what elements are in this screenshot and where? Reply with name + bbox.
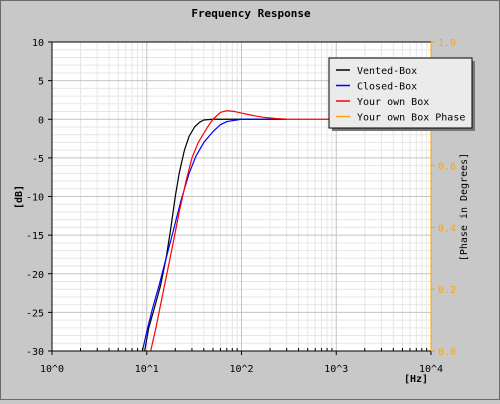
y2-tick-label: 0.6 [438, 162, 456, 173]
x-axis-ticks: 10^0 10^1 10^2 10^3 10^4 [40, 348, 443, 375]
y2-tick-label: 0.0 [438, 347, 456, 358]
y-axis-ticks: 10 5 0 -5 -10 -15 -20 -25 -30 [26, 38, 52, 358]
y2-tick-label: 1.0 [438, 38, 456, 49]
chart-title: Frequency Response [191, 7, 311, 20]
legend-label: Vented-Box [357, 66, 417, 77]
y-tick-label: -10 [26, 193, 44, 204]
legend-label: Your own Box Phase [357, 113, 465, 124]
y-tick-label: -5 [32, 154, 44, 165]
series-line-vented-box [144, 118, 287, 352]
y2-tick-label: 0.2 [438, 285, 456, 296]
y-tick-label: -30 [26, 347, 44, 358]
y-tick-label: -25 [26, 308, 44, 319]
y-axis-label: [dB] [14, 185, 25, 209]
series-line-your-own-box [150, 110, 431, 352]
y-tick-label: -15 [26, 231, 44, 242]
x-tick-label: 10^1 [135, 364, 159, 375]
y-tick-label: -20 [26, 270, 44, 281]
series-line-closed-box [141, 118, 287, 352]
y-tick-label: 5 [38, 77, 44, 88]
legend: Vented-Box Closed-Box Your own Box Your own… [328, 57, 475, 131]
series-layer [141, 110, 431, 352]
y2-tick-label: 0.4 [438, 223, 456, 234]
x-tick-label: 10^0 [40, 364, 64, 375]
x-tick-label: 10^3 [324, 364, 348, 375]
x-tick-label: 10^2 [229, 364, 253, 375]
legend-label: Closed-Box [357, 82, 417, 93]
x-tick-label: 10^4 [419, 364, 443, 375]
y2-axis-label: [Phase in Degrees] [459, 153, 470, 261]
x-axis-label: [Hz] [404, 374, 428, 385]
y-tick-label: 0 [38, 115, 44, 126]
y-tick-label: 10 [32, 38, 44, 49]
legend-label: Your own Box [357, 97, 429, 108]
legend-box [328, 57, 473, 129]
